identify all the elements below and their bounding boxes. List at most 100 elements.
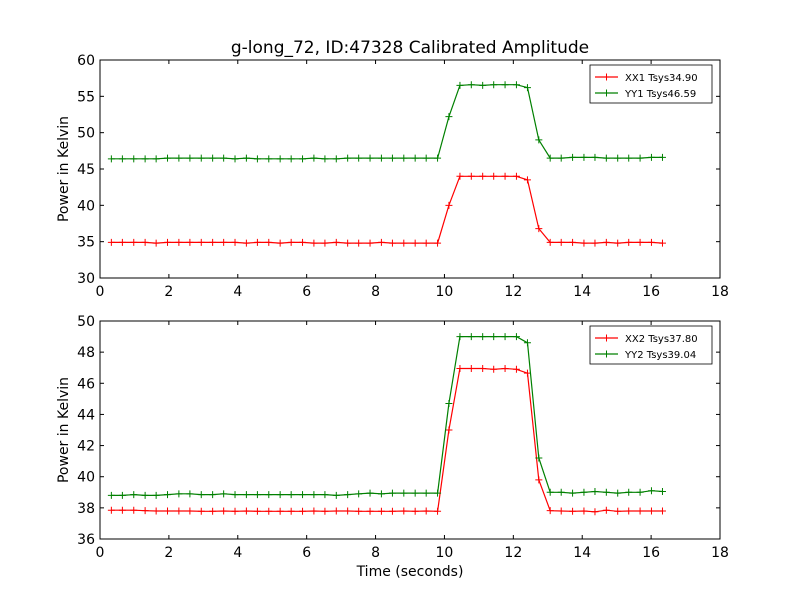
chart-2-series-1-point xyxy=(209,507,217,515)
chart-2-series-1-point xyxy=(535,476,543,484)
chart-1-series-1-point xyxy=(602,238,610,246)
chart-2-series-2-point xyxy=(467,333,475,341)
chart-1-series-2-point xyxy=(332,155,340,163)
chart-1-series-2-point xyxy=(310,154,318,162)
chart-1-series-2-point xyxy=(321,155,329,163)
chart-1-series-1-point xyxy=(242,239,250,247)
chart-2-series-1-point xyxy=(366,507,374,515)
chart-1-series-1-point xyxy=(164,238,172,246)
chart-1-y-tick-label: 30 xyxy=(77,271,95,287)
chart-1-series-1-point xyxy=(253,238,261,246)
chart-1-x-tick-label: 16 xyxy=(642,284,660,300)
chart-2-legend: XX2 Tsys37.80 YY2 Tsys39.04 xyxy=(589,325,713,365)
chart-2-x-tick-label: 14 xyxy=(573,545,591,561)
chart-1-series-1-point xyxy=(400,239,408,247)
figure-title: g-long_72, ID:47328 Calibrated Amplitude xyxy=(231,38,589,58)
chart-1-series-1-point xyxy=(647,238,655,246)
chart-1-series-2-point xyxy=(209,154,217,162)
chart-1-series-2-point xyxy=(647,153,655,161)
chart-2-series-2-point xyxy=(107,491,115,499)
chart-1-series-1-point xyxy=(479,172,487,180)
chart-1-x-tick-label: 4 xyxy=(233,284,242,300)
chart-1-legend: XX1 Tsys34.90 YY1 Tsys46.59 xyxy=(589,64,713,104)
chart-2-series-1-point xyxy=(355,507,363,515)
chart-1-series-1-point xyxy=(501,172,509,180)
chart-1-series-1-point xyxy=(625,238,633,246)
chart-1-series-1-point xyxy=(557,238,565,246)
chart-1-x-tick-label: 6 xyxy=(302,284,311,300)
chart-1-series-1-point xyxy=(580,239,588,247)
chart-2-series-2-point xyxy=(377,490,385,498)
chart-1-series-1-point xyxy=(591,239,599,247)
chart-2-series-2-point xyxy=(456,333,464,341)
chart-2-series-2-point xyxy=(276,491,284,499)
chart-2-y-tick-label: 50 xyxy=(77,314,95,330)
chart-1-series-2-point xyxy=(625,154,633,162)
chart-2-series-2-point xyxy=(490,333,498,341)
chart-2-series-1-point xyxy=(411,507,419,515)
chart-2-series-2-point xyxy=(400,489,408,497)
chart-1-series-1-point xyxy=(321,239,329,247)
chart-2-series-1-point xyxy=(388,507,396,515)
chart-2-series-2-point xyxy=(310,491,318,499)
chart-1-x-tick-label: 0 xyxy=(96,284,105,300)
chart-2-series-1-point xyxy=(265,507,273,515)
chart-1-series-1-point xyxy=(355,239,363,247)
chart-1-series-2-point xyxy=(434,154,442,162)
chart-2-series-2-point xyxy=(220,490,228,498)
chart-2-series-1-point xyxy=(186,507,194,515)
chart-1-series-1-point xyxy=(658,239,666,247)
chart-2-series-1-point xyxy=(445,426,453,434)
chart-2-legend-label-1: XX2 Tsys37.80 xyxy=(625,334,698,345)
chart-1-series-1-point xyxy=(220,238,228,246)
chart-1-series-2-point xyxy=(287,155,295,163)
chart-2-series-2-point xyxy=(265,491,273,499)
chart-1-series-2-point xyxy=(557,154,565,162)
chart-1-series-2-point xyxy=(490,81,498,89)
chart-1-y-tick-label: 60 xyxy=(77,53,95,69)
chart-2-series-1-point xyxy=(141,507,149,515)
chart-2-series-2-point xyxy=(602,488,610,496)
chart-2-series-2-point xyxy=(186,490,194,498)
chart-1-series-1-point xyxy=(299,238,307,246)
chart-1-legend-label-1: XX1 Tsys34.90 xyxy=(625,73,698,84)
chart-1-series-2-point xyxy=(388,154,396,162)
chart-2-series-2-point xyxy=(411,489,419,497)
chart-2-x-tick-label: 0 xyxy=(96,545,105,561)
chart-1-series-2-point xyxy=(118,155,126,163)
chart-2-series-1-point xyxy=(580,507,588,515)
chart-1-series-2-point xyxy=(344,154,352,162)
chart-2-series-1-point xyxy=(647,507,655,515)
chart-1-series-1-point xyxy=(344,239,352,247)
chart-2-series-2-point xyxy=(366,489,374,497)
chart-1-series-2-point xyxy=(445,113,453,121)
chart-2-series-1-point xyxy=(422,507,430,515)
chart-1-series-2-point xyxy=(512,81,520,89)
chart-2-series-1-point xyxy=(569,507,577,515)
chart-1-y-tick-label: 35 xyxy=(77,235,95,251)
chart-1-x-tick-label: 12 xyxy=(504,284,522,300)
chart-2-series-2-point xyxy=(164,491,172,499)
chart-2-series-2-point xyxy=(625,488,633,496)
chart-2-series-1-point xyxy=(501,364,509,372)
chart-2-x-tick-label: 2 xyxy=(164,545,173,561)
chart-1-series-2-point xyxy=(456,81,464,89)
chart-2-y-tick-label: 40 xyxy=(77,470,95,486)
chart-2-series-2-point xyxy=(388,489,396,497)
chart-2-series-2-point xyxy=(658,488,666,496)
chart-2-series-1-point xyxy=(332,507,340,515)
chart-1-series-1-point xyxy=(411,239,419,247)
chart-1-x-tick-label: 8 xyxy=(371,284,380,300)
chart-2-series-1-point xyxy=(523,369,531,377)
chart-2-series-1-point xyxy=(658,507,666,515)
chart-2-series-1-point xyxy=(614,507,622,515)
chart-1-y-tick-label: 50 xyxy=(77,126,95,142)
chart-1-series-1-point xyxy=(130,238,138,246)
chart-1-series-2-point xyxy=(479,81,487,89)
chart-1-series-2-point xyxy=(636,154,644,162)
chart-2-series-2-point xyxy=(231,491,239,499)
chart-2-series-1-point xyxy=(344,507,352,515)
chart-1-series-2-point xyxy=(580,153,588,161)
chart-1-x-tick-label: 14 xyxy=(573,284,591,300)
chart-2-series-2-point xyxy=(344,491,352,499)
